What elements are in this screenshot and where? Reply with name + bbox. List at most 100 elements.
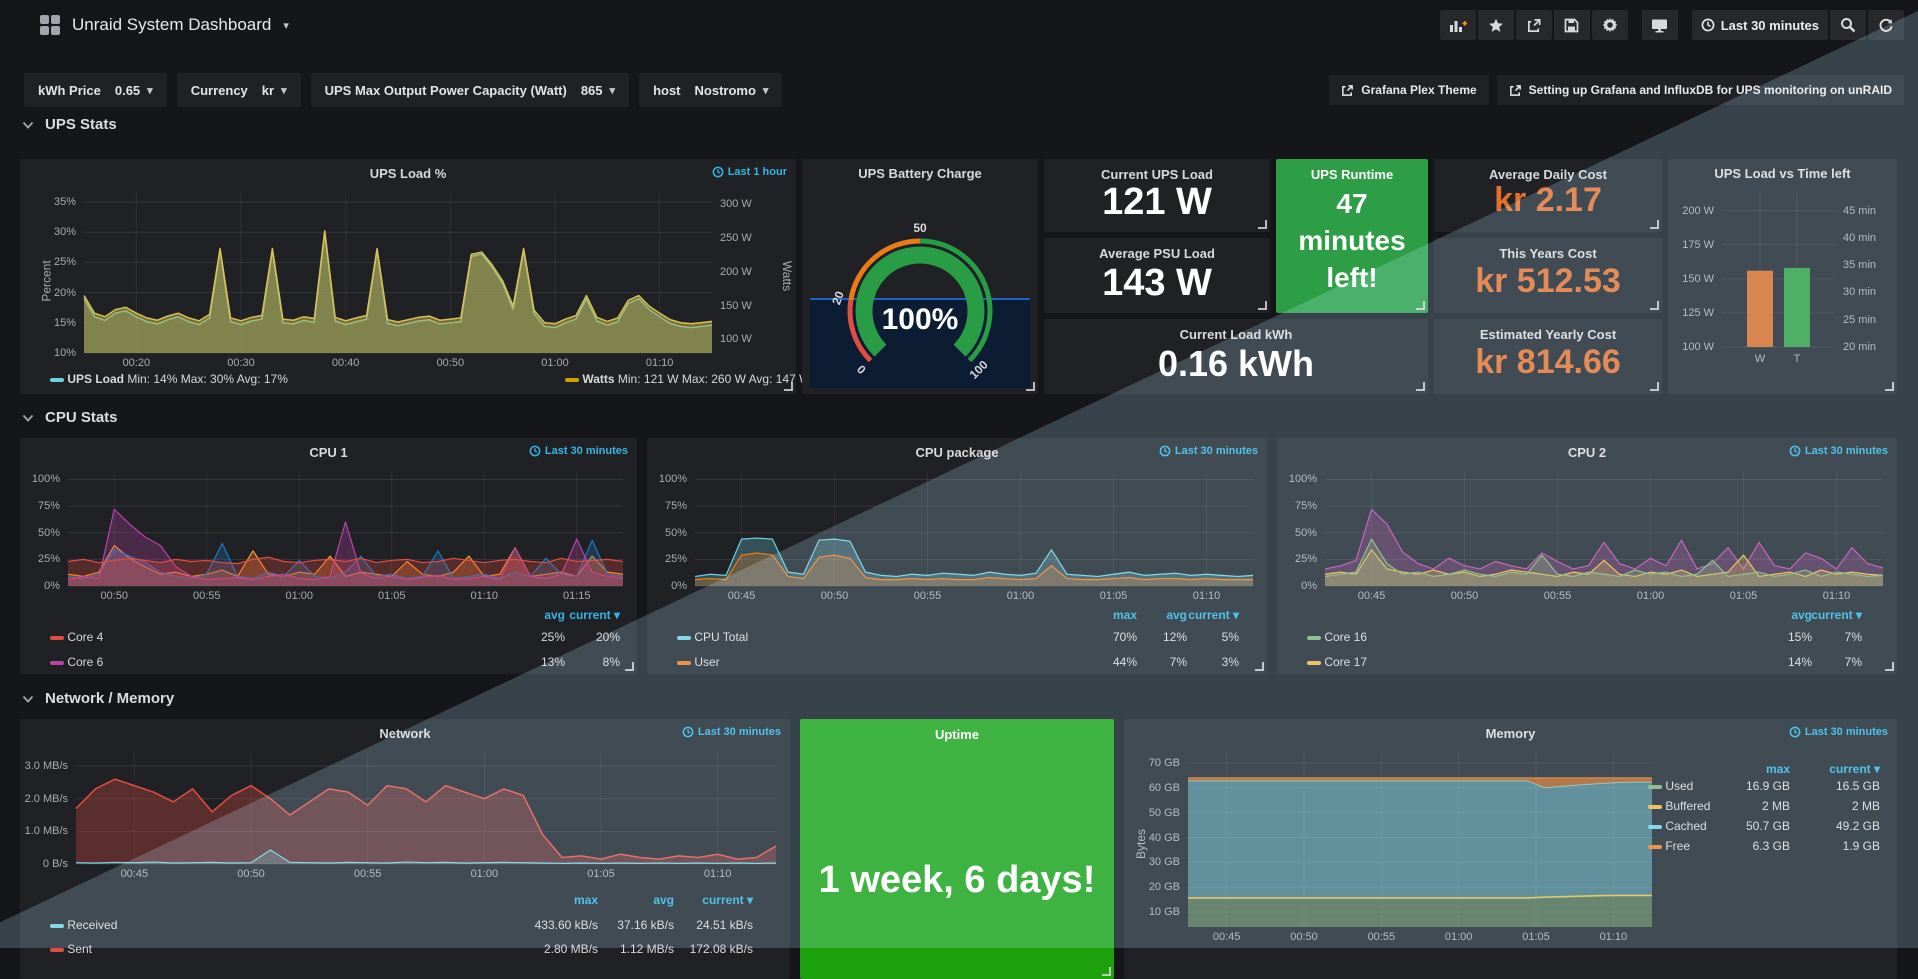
legend-col-header[interactable]: max <box>1765 762 1790 776</box>
time-range-badge[interactable]: Last 1 hour <box>712 166 787 178</box>
star-button[interactable] <box>1477 10 1514 40</box>
legend-value: 16.9 GB <box>1745 779 1790 793</box>
legend-col-header[interactable]: avg <box>544 608 565 622</box>
variable-value-dropdown[interactable]: kr ▾ <box>261 82 287 98</box>
variable-label: host <box>653 82 681 98</box>
legend-col-header[interactable]: max <box>573 893 598 907</box>
legend-col-header[interactable]: current ▾ <box>1811 608 1862 622</box>
legend-item[interactable]: Buffered <box>1648 799 1710 813</box>
cycle-view-button[interactable] <box>1641 10 1678 40</box>
legend-col-header[interactable]: current ▾ <box>1829 762 1880 776</box>
chevron-down-icon: ▾ <box>609 84 616 97</box>
dashboard-grid-icon[interactable] <box>40 15 60 35</box>
legend-value: 24.51 kB/s <box>696 918 753 932</box>
gauge-scale-label: 0 <box>854 362 869 377</box>
legend-item[interactable]: Received <box>50 918 117 932</box>
time-range-badge[interactable]: Last 30 minutes <box>1789 726 1888 738</box>
stat-value: 143 W <box>1102 262 1212 304</box>
panel-cpu-package: CPU package Last 30 minutes 100% 75% 50% 25… <box>647 438 1267 674</box>
resize-handle[interactable] <box>1416 301 1425 310</box>
clock-icon <box>529 445 541 457</box>
bar-time-left[interactable] <box>1784 267 1810 347</box>
stat-title: Average PSU Load <box>1099 246 1215 261</box>
legend-item[interactable]: UPS Load Min: 14% Max: 30% Avg: 17% <box>50 372 288 386</box>
y2-axis-tick: 250 W <box>720 231 752 244</box>
variable-value-dropdown[interactable]: 865 ▾ <box>580 82 616 98</box>
x-axis-tick: 01:10 <box>1192 590 1221 602</box>
variable-value-dropdown[interactable]: 0.65 ▾ <box>114 82 153 98</box>
resize-handle[interactable] <box>1102 967 1111 976</box>
search-button[interactable] <box>1830 10 1866 40</box>
time-range-badge[interactable]: Last 30 minutes <box>1159 445 1258 457</box>
x-axis-tick: 00:55 <box>353 868 382 880</box>
dashboard-title[interactable]: Unraid System Dashboard <box>72 15 272 34</box>
resize-handle[interactable] <box>1258 220 1267 229</box>
legend-col-header[interactable]: max <box>1112 608 1137 622</box>
y-axis-tick: 125 W <box>1682 306 1714 319</box>
x-axis-tick: 01:15 <box>562 590 591 602</box>
chart-canvas <box>75 753 777 865</box>
clock-icon <box>712 166 724 178</box>
time-range-badge[interactable]: Last 30 minutes <box>682 726 781 738</box>
legend-col-header[interactable]: current ▾ <box>702 893 753 907</box>
legend-col-header[interactable]: avg <box>1166 608 1187 622</box>
legend-col-header[interactable]: avg <box>653 893 674 907</box>
legend-col-header[interactable]: current ▾ <box>569 608 620 622</box>
legend-col-header[interactable]: current ▾ <box>1188 608 1239 622</box>
section-network-memory[interactable]: Network / Memory <box>22 690 174 707</box>
legend-item[interactable]: Sent <box>50 942 92 956</box>
panel-title[interactable]: UPS Load vs Time left <box>1714 166 1851 181</box>
y-axis-tick: 35% <box>53 196 76 209</box>
y-axis-tick: 100% <box>658 473 687 486</box>
y-axis-tick: 100% <box>31 473 60 486</box>
time-range-badge[interactable]: Last 30 minutes <box>529 445 628 457</box>
resize-handle[interactable] <box>1650 382 1659 391</box>
settings-button[interactable] <box>1591 10 1628 40</box>
resize-handle[interactable] <box>1416 382 1425 391</box>
share-button[interactable] <box>1515 10 1552 40</box>
panel-title[interactable]: Network <box>379 726 431 741</box>
x-axis-tick: 01:00 <box>1636 590 1665 602</box>
bar-watts[interactable] <box>1747 270 1773 347</box>
y2-axis-tick: 300 W <box>720 197 752 210</box>
section-cpu-stats[interactable]: CPU Stats <box>22 409 118 426</box>
panel-title[interactable]: UPS Battery Charge <box>858 166 982 181</box>
legend-item[interactable]: Core 17 <box>1307 655 1367 669</box>
legend-item[interactable]: Cached <box>1648 819 1707 833</box>
x-axis-tick: 01:00 <box>285 590 314 602</box>
save-button[interactable] <box>1553 10 1590 40</box>
legend-item[interactable]: User <box>677 655 720 669</box>
refresh-button[interactable] <box>1868 10 1904 40</box>
legend-item[interactable]: Core 16 <box>1307 630 1367 644</box>
y-axis-tick: 25% <box>1294 553 1317 566</box>
stat-value: kr 2.17 <box>1494 181 1602 219</box>
external-link-icon <box>1509 84 1521 96</box>
resize-handle[interactable] <box>1650 301 1659 310</box>
resize-handle[interactable] <box>1650 220 1659 229</box>
legend-value: 70% <box>1112 630 1137 644</box>
link-grafana-plex-theme[interactable]: Grafana Plex Theme <box>1329 75 1489 105</box>
add-panel-button[interactable] <box>1439 10 1476 40</box>
y-axis-tick: 60 GB <box>1148 781 1180 794</box>
legend-item[interactable]: Free <box>1648 839 1690 853</box>
x-axis-tick: 01:05 <box>587 868 615 880</box>
legend-item[interactable]: Watts Min: 121 W Max: 260 W Avg: 147 W <box>565 372 810 386</box>
resize-handle[interactable] <box>1258 301 1267 310</box>
variable-value-dropdown[interactable]: Nostromo ▾ <box>694 82 769 98</box>
gauge-scale-label: 50 <box>913 221 927 235</box>
x-axis-tick: 01:05 <box>377 590 406 602</box>
link-grafana-influxdb-guide[interactable]: Setting up Grafana and InfluxDB for UPS … <box>1496 75 1904 105</box>
legend-item[interactable]: Core 4 <box>50 630 103 644</box>
y-axis-tick: 75% <box>1294 500 1317 513</box>
legend-value: 7% <box>1844 630 1862 644</box>
time-range-picker[interactable]: Last 30 minutes <box>1691 10 1828 40</box>
section-ups-stats[interactable]: UPS Stats <box>22 116 117 133</box>
panel-title[interactable]: Memory <box>1485 726 1536 741</box>
time-range-badge[interactable]: Last 30 minutes <box>1789 445 1888 457</box>
legend-item[interactable]: CPU Total <box>677 630 748 644</box>
legend-col-header[interactable]: avg <box>1791 608 1812 622</box>
legend-item[interactable]: Used <box>1648 779 1693 793</box>
legend-value: 49.2 GB <box>1835 819 1880 833</box>
legend-item[interactable]: Core 6 <box>50 655 103 669</box>
panel-title[interactable]: UPS Load % <box>369 166 447 181</box>
